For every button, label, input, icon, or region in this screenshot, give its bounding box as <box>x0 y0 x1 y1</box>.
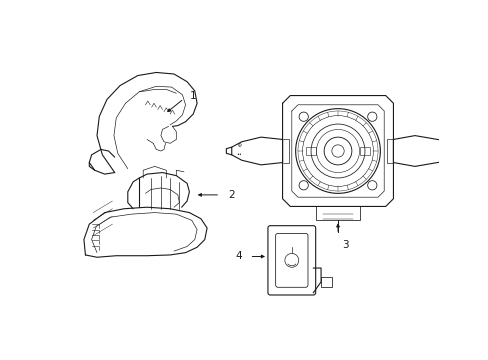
Bar <box>452 142 472 160</box>
Bar <box>321 277 331 287</box>
Text: ••: •• <box>236 152 242 157</box>
Text: 4: 4 <box>235 252 241 261</box>
Bar <box>306 147 315 155</box>
Text: 3: 3 <box>341 239 348 249</box>
Text: 2: 2 <box>227 190 234 200</box>
Bar <box>360 147 369 155</box>
Text: Φ: Φ <box>237 143 241 148</box>
Text: 1: 1 <box>189 91 196 100</box>
Bar <box>316 206 359 220</box>
